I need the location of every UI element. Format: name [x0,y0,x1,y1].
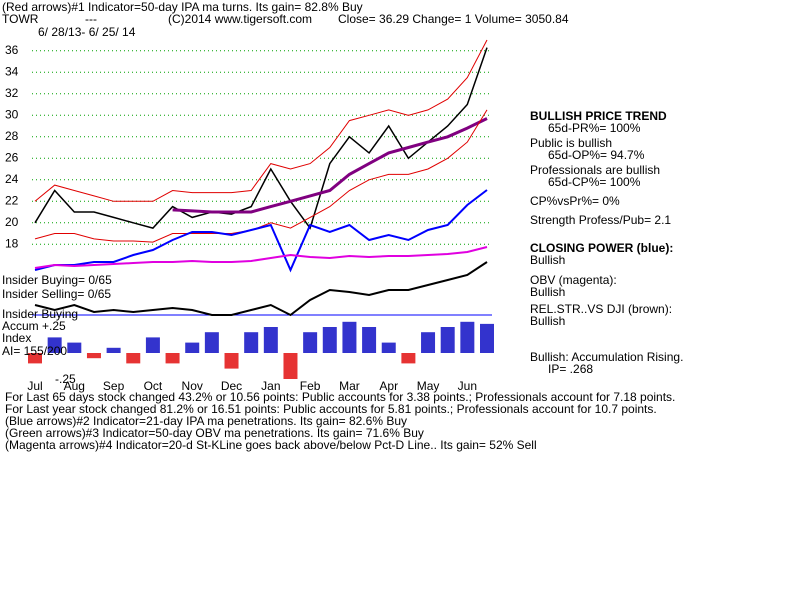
side-note: 65d-OP%= 94.7% [548,148,645,162]
series-line [34,189,488,273]
accum-bar [224,353,239,369]
left-label: Insider Buying= 0/65 [2,273,112,287]
y-tick-label: 26 [5,150,19,164]
accum-bar [244,332,259,353]
y-tick-label: 32 [5,86,19,100]
y-tick-label: 20 [5,215,19,229]
series-line [34,261,488,317]
x-tick-label: Jun [458,379,477,393]
copyright: (C)2014 www.tigersoft.com [168,12,312,26]
accum-bar [185,342,200,353]
accum-bar [67,342,82,353]
left-label: Index [2,331,31,345]
side-note: Professionals are bullish [530,163,660,177]
x-tick-label: May [417,379,440,393]
accum-bar [283,353,298,379]
left-label: Insider Buying [2,307,78,321]
accum-bar [86,353,101,359]
accum-bar [342,321,357,353]
footer-line: (Magenta arrows)#4 Indicator=20-d St-KLi… [5,438,537,452]
accum-bar [47,337,62,353]
x-tick-label: Oct [144,379,163,393]
left-label: AI= 155/200 [2,344,67,358]
left-label: Accum +.25 [2,319,66,333]
y-tick-label: 34 [5,64,19,78]
accum-bar [322,327,337,353]
x-tick-label: Jan [261,379,280,393]
x-tick-label: Sep [103,379,125,393]
y-tick-label: 22 [5,193,19,207]
side-note: OBV (magenta): [530,273,617,287]
y-tick-label: 18 [5,236,19,250]
x-tick-label: Nov [182,379,203,393]
accum-bar [362,327,377,353]
y-tick-label: 30 [5,107,19,121]
accum-bar [126,353,141,364]
accum-bar [460,321,475,353]
x-tick-label: Aug [64,379,85,393]
side-note: Bullish [530,285,565,299]
x-tick-label: Apr [379,379,398,393]
accum-bar [381,342,396,353]
side-note: Strength Profess/Pub= 2.1 [530,213,671,227]
header-line: (Red arrows)#1 Indicator=50-day IPA ma t… [2,0,363,14]
x-tick-label: Feb [300,379,321,393]
symbol: TOWR [2,12,39,26]
side-note: 65d-CP%= 100% [548,175,641,189]
date-range: 6/ 28/13- 6/ 25/ 14 [38,25,136,39]
accum-bar [421,332,436,353]
quote: Close= 36.29 Change= 1 Volume= 3050.84 [338,12,569,26]
accum-bar [28,353,42,364]
left-label: Insider Selling= 0/65 [2,287,111,301]
y-tick-label: 36 [5,43,19,57]
side-note: CP%vsPr%= 0% [530,194,620,208]
series-line [34,246,488,269]
footer-line: (Green arrows)#3 Indicator=50-day OBV ma… [5,426,424,440]
x-tick-label: Jul [27,379,42,393]
accum-bar [106,347,121,353]
side-note: Bullish [530,253,565,267]
series-line [34,39,488,202]
accum-bar [204,332,219,353]
x-tick-label: Dec [221,379,242,393]
side-note: Bullish: Accumulation Rising. [530,350,683,364]
accum-bar [440,327,455,353]
y-tick-label: 24 [5,172,19,186]
footer-line: For Last year stock changed 81.2% or 16.… [5,402,657,416]
accum-bar [165,353,180,364]
footer-line: (Blue arrows)#2 Indicator=21-day IPA ma … [5,414,407,428]
accum-bar [480,323,494,353]
side-note: CLOSING POWER (blue): [530,241,673,255]
accum-bar [145,337,160,353]
side-note: Bullish [530,314,565,328]
footer-line: For Last 65 days stock changed 43.2% or … [5,390,675,404]
series-line [172,117,488,214]
side-note: 65d-PR%= 100% [548,121,641,135]
side-note: REL.STR..VS DJI (brown): [530,302,672,316]
dashes: --- [85,12,97,26]
left-label: -.25 [55,372,76,386]
side-note: IP= .268 [548,362,593,376]
series-line [34,47,488,230]
accum-bar [303,332,318,353]
accum-bar [263,327,278,353]
x-tick-label: Mar [339,379,360,393]
side-note: BULLISH PRICE TREND [530,109,667,123]
y-tick-label: 28 [5,129,19,143]
side-note: Public is bullish [530,136,612,150]
accum-bar [401,353,416,364]
